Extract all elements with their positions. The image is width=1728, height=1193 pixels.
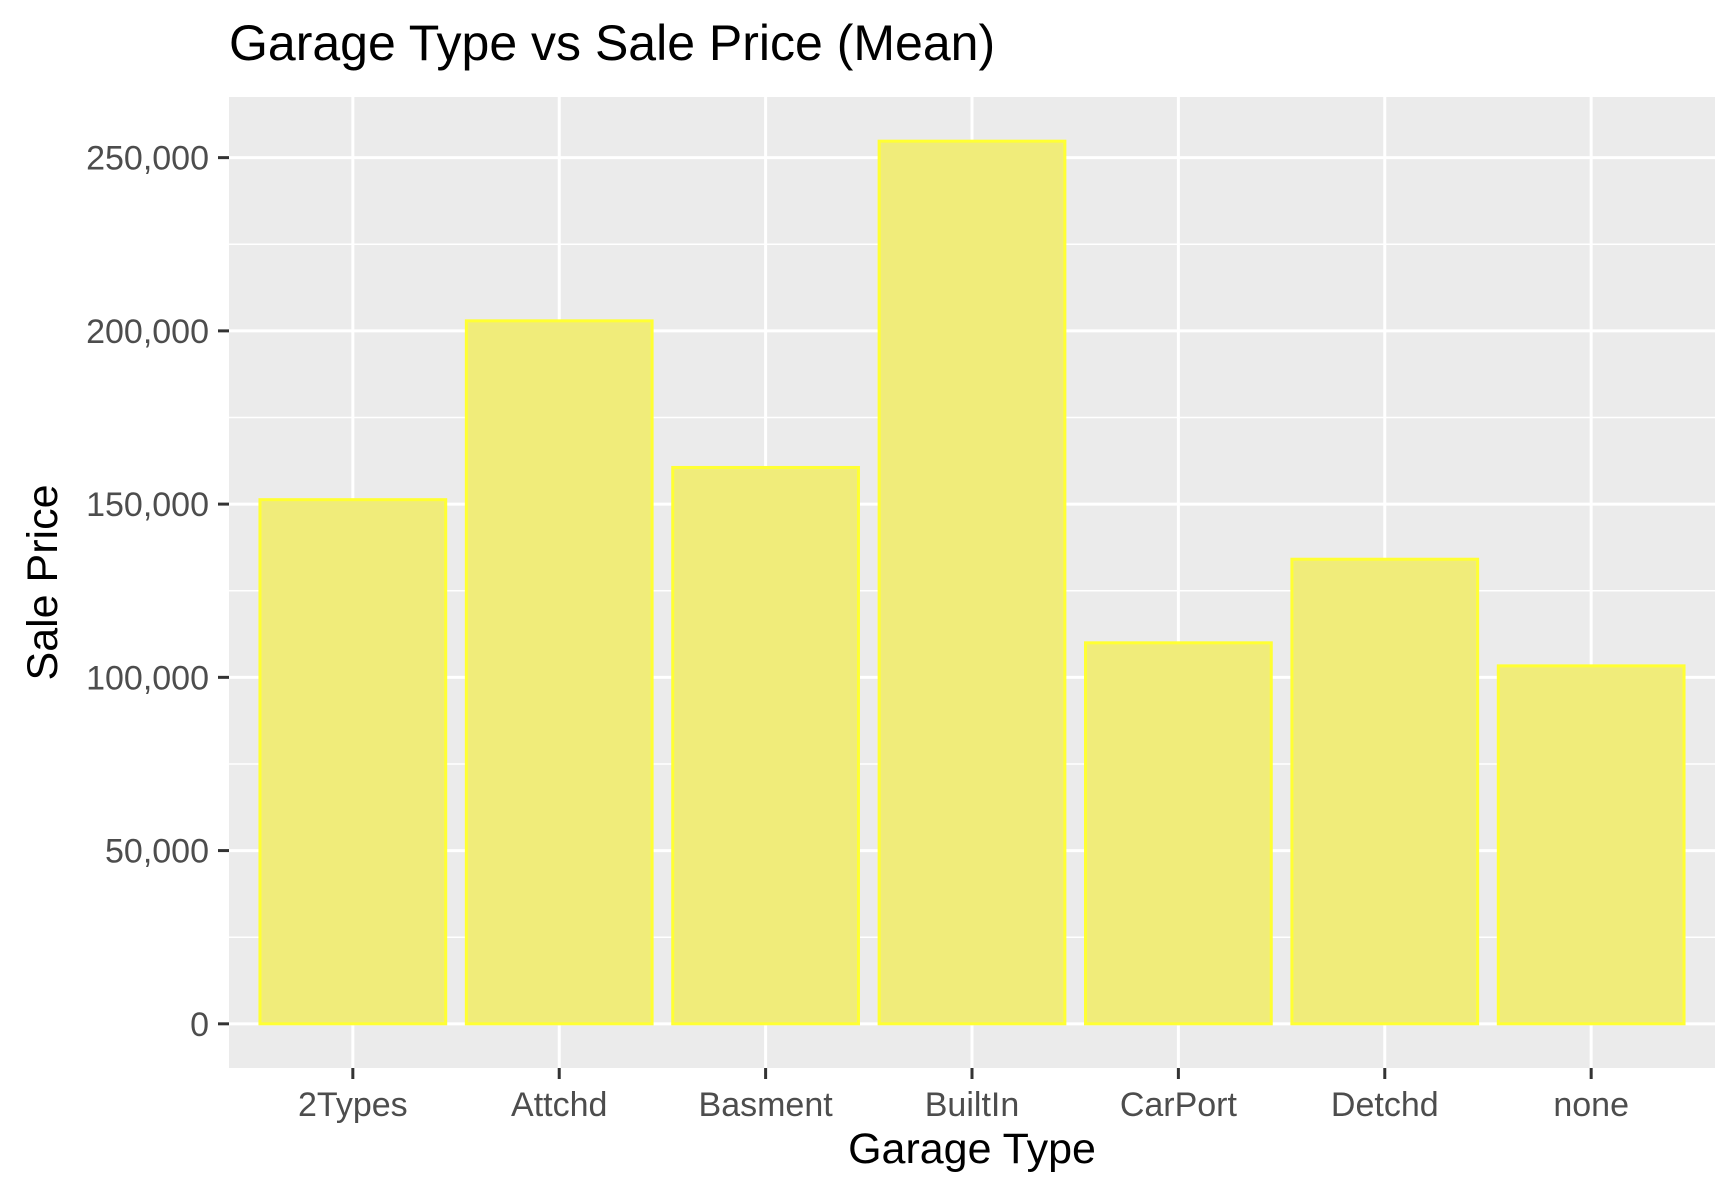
bar-Attchd (464, 319, 654, 1026)
x-tick-label: none (1553, 1086, 1629, 1124)
bar-BuiltIn (877, 139, 1067, 1026)
y-tick-label: 150,000 (86, 486, 209, 524)
y-axis: 0 50,000 100,000 150,000 200,000 250,000 (86, 140, 229, 1044)
bar-Basment (671, 465, 860, 1026)
bars (258, 139, 1686, 1026)
bar-none (1496, 664, 1686, 1026)
x-tick-label: Attchd (511, 1086, 607, 1124)
x-axis: 2Types Attchd Basment BuiltIn CarPort Detchd n… (298, 1068, 1629, 1124)
chart-title: Garage Type vs Sale Price (Mean) (229, 15, 995, 71)
y-tick-label: 100,000 (86, 659, 209, 697)
y-tick-label: 200,000 (86, 313, 209, 351)
y-axis-title: Sale Price (19, 485, 67, 681)
x-tick-label: 2Types (298, 1086, 408, 1124)
x-tick-label: CarPort (1120, 1086, 1238, 1124)
bar-2Types (258, 498, 448, 1026)
bar-CarPort (1084, 641, 1273, 1026)
x-tick-label: Basment (699, 1086, 834, 1124)
y-tick-label: 0 (190, 1006, 209, 1044)
bar-Detchd (1290, 557, 1480, 1026)
x-tick-label: Detchd (1331, 1086, 1439, 1124)
x-axis-title: Garage Type (848, 1125, 1096, 1173)
x-tick-label: BuiltIn (925, 1086, 1020, 1124)
y-tick-label: 250,000 (86, 140, 209, 178)
y-tick-label: 50,000 (105, 833, 209, 871)
